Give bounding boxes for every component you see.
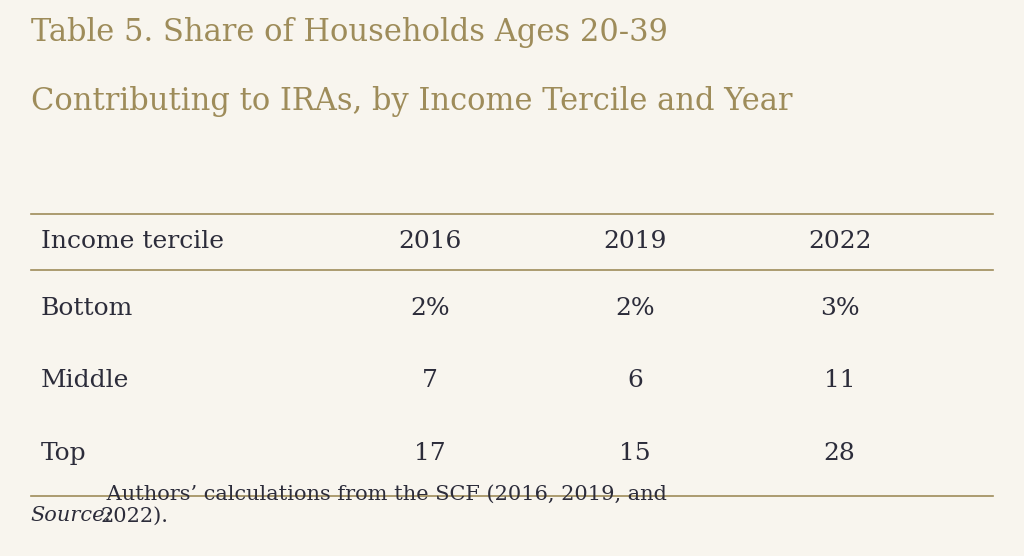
Text: Source:: Source: <box>31 507 113 525</box>
Text: 2022: 2022 <box>808 230 871 254</box>
Text: Top: Top <box>41 441 87 465</box>
Text: 28: 28 <box>823 441 856 465</box>
Text: Table 5. Share of Households Ages 20-39: Table 5. Share of Households Ages 20-39 <box>31 17 668 48</box>
Text: Authors’ calculations from the SCF (2016, 2019, and
2022).: Authors’ calculations from the SCF (2016… <box>100 484 668 525</box>
Text: 6: 6 <box>627 369 643 393</box>
Text: Middle: Middle <box>41 369 129 393</box>
Text: 2%: 2% <box>615 297 654 320</box>
Text: Contributing to IRAs, by Income Tercile and Year: Contributing to IRAs, by Income Tercile … <box>31 86 793 117</box>
Text: 3%: 3% <box>820 297 859 320</box>
Text: 2016: 2016 <box>398 230 462 254</box>
Text: Income tercile: Income tercile <box>41 230 224 254</box>
Text: 2%: 2% <box>411 297 450 320</box>
Text: Bottom: Bottom <box>41 297 133 320</box>
Text: 15: 15 <box>620 441 650 465</box>
Text: 11: 11 <box>824 369 855 393</box>
Text: 17: 17 <box>415 441 445 465</box>
Text: 2019: 2019 <box>603 230 667 254</box>
Text: 7: 7 <box>422 369 438 393</box>
